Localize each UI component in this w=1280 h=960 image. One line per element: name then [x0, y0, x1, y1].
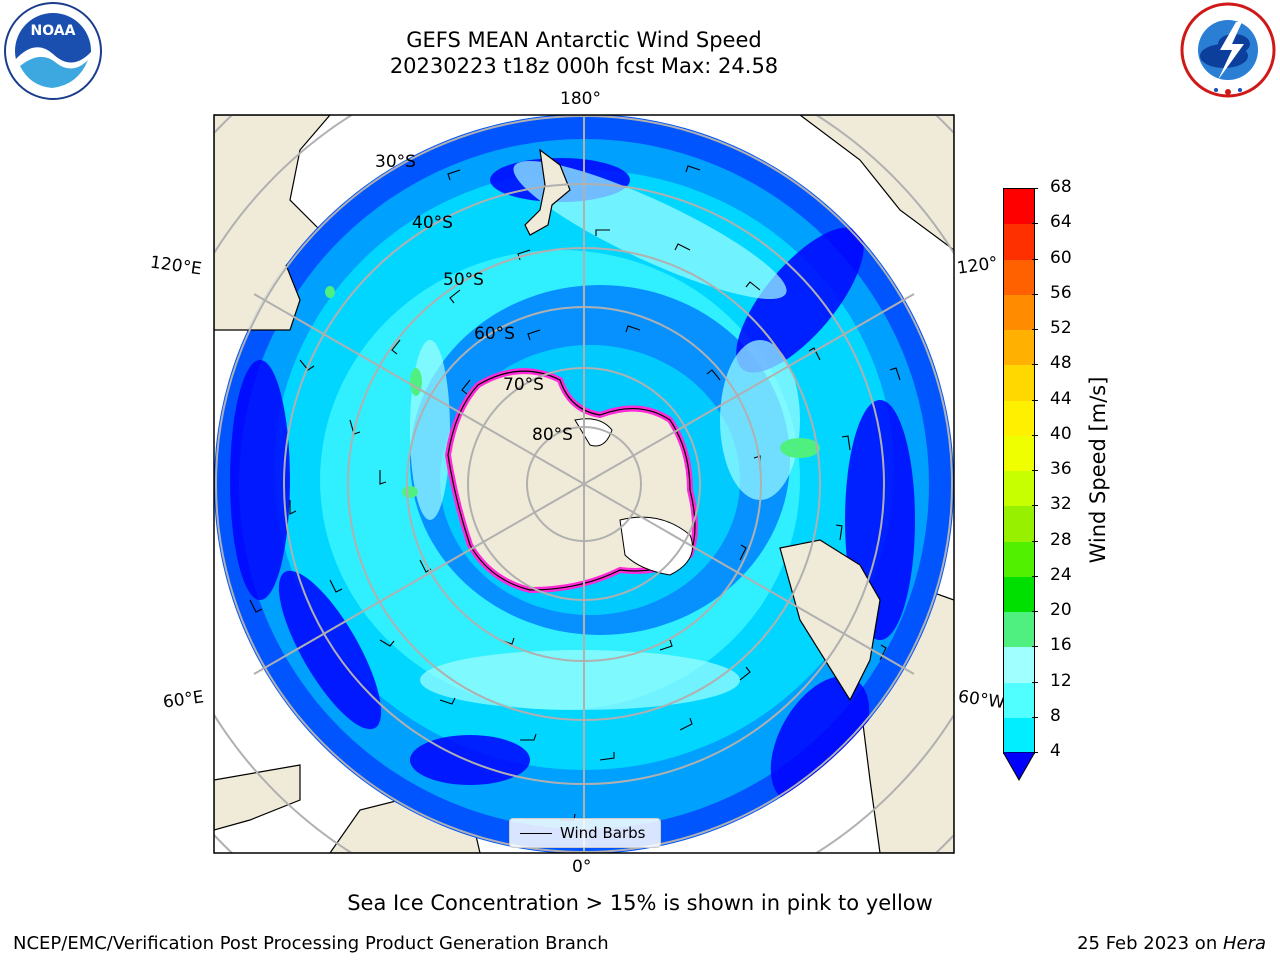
map-title: GEFS MEAN Antarctic Wind Speed 20230223 … — [234, 27, 934, 79]
colorbar-tick-label: 44 — [1050, 388, 1072, 409]
colorbar-ticks: 68 64 60 56 52 48 44 40 36 32 28 24 20 16 12 8 4 — [1032, 177, 1086, 761]
colorbar-tick-mark — [1032, 611, 1038, 612]
footer-host: Hera — [1222, 933, 1266, 954]
colorbar-segment — [1004, 435, 1034, 471]
colorbar-tick-mark — [1032, 223, 1038, 225]
sea-ice-caption: Sea Ice Concentration > 15% is shown in … — [347, 891, 933, 915]
colorbar-tick-mark — [1032, 646, 1038, 648]
lat-label-40s: 40°S — [412, 213, 453, 233]
lon-label-0: 0° — [572, 857, 592, 877]
new-zealand — [524, 148, 571, 236]
colorbar-underflow-arrow-icon — [1003, 752, 1035, 782]
colorbar-segment — [1004, 189, 1034, 225]
colorbar-tick-mark — [1032, 470, 1038, 471]
legend-line-icon — [520, 832, 552, 834]
colorbar-segment — [1004, 647, 1034, 683]
colorbar-segment — [1004, 259, 1034, 295]
noaa-logo-icon: NOAA — [4, 2, 102, 100]
colorbar-tick-label: 52 — [1050, 318, 1072, 338]
colorbar-tick-mark — [1032, 399, 1038, 401]
lat-label-80s: 80°S — [532, 425, 573, 445]
colorbar-tick-mark — [1032, 716, 1038, 718]
colorbar-tick-mark — [1032, 505, 1038, 507]
colorbar-tick-mark — [1032, 752, 1038, 753]
colorbar-segment — [1004, 682, 1034, 718]
lon-label-180: 180° — [560, 89, 601, 109]
footer-date-text: 25 Feb 2023 on — [1077, 933, 1223, 954]
colorbar-segment — [1004, 506, 1034, 542]
wind-barbs-legend: Wind Barbs — [509, 818, 661, 848]
colorbar-tick-mark — [1032, 681, 1038, 683]
colorbar-segment — [1004, 717, 1034, 753]
colorbar-tick-label: 36 — [1050, 459, 1072, 479]
colorbar-tick-label: 56 — [1050, 282, 1072, 303]
colorbar-segment — [1004, 294, 1034, 330]
legend-label: Wind Barbs — [560, 824, 646, 842]
colorbar-tick-mark — [1032, 188, 1038, 189]
colorbar-segment — [1004, 224, 1034, 260]
colorbar-tick-mark — [1032, 540, 1038, 542]
colorbar-tick-mark — [1032, 258, 1038, 260]
colorbar-label: Wind Speed [m/s] — [1086, 376, 1110, 564]
colorbar-tick-label: 48 — [1050, 353, 1072, 374]
colorbar-tick-label: 40 — [1050, 423, 1072, 444]
graticule — [214, 115, 954, 853]
colorbar-tick-label: 24 — [1050, 564, 1072, 585]
colorbar-tick-mark — [1032, 434, 1038, 436]
colorbar-tick-mark — [1032, 575, 1038, 577]
colorbar-tick-mark — [1032, 329, 1038, 330]
colorbar-segment — [1004, 612, 1034, 648]
colorbar-tick-label: 8 — [1050, 705, 1061, 726]
colorbar-tick-label: 12 — [1050, 670, 1072, 691]
nws-logo-icon — [1180, 2, 1276, 98]
colorbar-tick-label: 68 — [1050, 177, 1072, 197]
south-america — [779, 539, 881, 702]
colorbar-tick-label: 64 — [1050, 212, 1072, 233]
colorbar-tick-label: 16 — [1050, 635, 1072, 656]
lat-label-70s: 70°S — [503, 375, 544, 395]
colorbar-tick-label: 32 — [1050, 494, 1072, 515]
colorbar-tick-label: 60 — [1050, 247, 1072, 268]
colorbar — [1003, 188, 1035, 754]
colorbar-segment — [1004, 365, 1034, 401]
colorbar-segment — [1004, 576, 1034, 612]
title-line-1: GEFS MEAN Antarctic Wind Speed — [406, 28, 762, 52]
footer-branch: NCEP/EMC/Verification Post Processing Pr… — [13, 933, 609, 954]
lat-label-60s: 60°S — [474, 324, 515, 344]
colorbar-tick-label: 20 — [1050, 600, 1072, 620]
colorbar-tick-label: 4 — [1050, 741, 1061, 761]
title-line-2: 20230223 t18z 000h fcst Max: 24.58 — [389, 54, 779, 78]
colorbar-segment — [1004, 541, 1034, 577]
colorbar-segment — [1004, 330, 1034, 366]
colorbar-tick-mark — [1032, 293, 1038, 295]
lat-label-50s: 50°S — [443, 270, 484, 290]
svg-text:NOAA: NOAA — [31, 23, 76, 39]
lat-label-30s: 30°S — [375, 152, 416, 172]
colorbar-tick-mark — [1032, 364, 1038, 366]
colorbar-segment — [1004, 400, 1034, 436]
footer-date: 25 Feb 2023 on Hera — [1077, 933, 1266, 954]
colorbar-tick-label: 28 — [1050, 529, 1072, 550]
colorbar-segment — [1004, 471, 1034, 507]
wind-barbs — [249, 165, 901, 821]
